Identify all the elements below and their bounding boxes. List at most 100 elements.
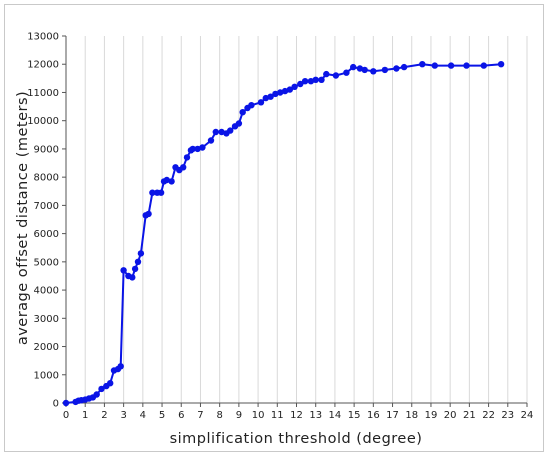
x-tick-label-17: 17	[386, 410, 399, 421]
data-point	[281, 87, 289, 95]
y-tick-label-7000: 7000	[34, 201, 59, 212]
data-point	[218, 128, 225, 136]
data-point	[168, 178, 175, 185]
data-point	[180, 164, 187, 171]
chart-frame	[4, 4, 544, 452]
data-point	[107, 380, 114, 387]
vertical-gridlines	[84, 36, 528, 403]
x-tick-label-1: 1	[82, 410, 88, 421]
x-tick-label-4: 4	[140, 410, 146, 421]
data-point	[163, 176, 170, 184]
x-tick-labels: 0 1 2 3 4 5 6 7 8 9 10 11 12 13 14 15 16 17 18 19 20 21 22 23 24	[63, 410, 534, 421]
series	[62, 60, 505, 407]
data-point	[199, 144, 206, 151]
data-point	[323, 70, 330, 78]
x-tick-label-7: 7	[197, 410, 203, 421]
x-tick-label-14: 14	[329, 410, 342, 421]
data-point	[157, 189, 165, 196]
x-axis-title: simplification threshold (degree)	[170, 431, 423, 447]
data-point	[277, 89, 284, 96]
data-point	[194, 145, 201, 153]
data-point	[307, 78, 315, 85]
data-point	[93, 391, 100, 398]
x-tick-label-12: 12	[290, 410, 303, 421]
data-point	[145, 210, 152, 218]
data-point	[497, 60, 505, 68]
y-tick-label-11000: 11000	[27, 88, 59, 99]
data-point	[463, 62, 470, 69]
y-tick-label-13000: 13000	[27, 32, 59, 43]
data-point	[272, 90, 279, 98]
x-tick-label-16: 16	[367, 410, 380, 421]
x-tick-label-9: 9	[236, 410, 242, 421]
x-tick-label-22: 22	[482, 410, 495, 421]
data-point	[480, 62, 487, 69]
data-point	[262, 94, 269, 102]
data-point	[291, 83, 298, 91]
x-tick-label-0: 0	[63, 410, 69, 421]
x-tick-label-5: 5	[159, 410, 165, 421]
x-tick-label-20: 20	[444, 410, 457, 421]
data-point	[393, 65, 400, 72]
data-point	[356, 65, 364, 72]
data-point	[332, 72, 340, 79]
axes	[62, 35, 528, 407]
data-point	[212, 128, 219, 136]
data-point	[239, 109, 246, 116]
data-point	[207, 137, 215, 144]
x-tick-label-10: 10	[252, 410, 265, 421]
data-point	[129, 274, 136, 281]
data-point	[257, 99, 265, 106]
y-tick-label-0: 0	[53, 399, 59, 410]
data-point	[235, 120, 243, 127]
data-point	[227, 127, 234, 134]
y-tick-labels: 0 1000 2000 3000 4000 5000 6000 7000 8000 9000 100…	[27, 32, 59, 410]
y-tick-label-8000: 8000	[34, 173, 59, 184]
data-point	[98, 385, 105, 393]
x-tick-label-23: 23	[501, 410, 514, 421]
data-point	[183, 154, 191, 161]
data-point	[381, 66, 389, 74]
x-tick-label-11: 11	[271, 410, 284, 421]
data-point	[301, 78, 309, 85]
data-point	[431, 62, 438, 69]
y-tick-label-6000: 6000	[34, 229, 59, 240]
data-point	[370, 68, 377, 75]
y-tick-label-5000: 5000	[34, 257, 59, 268]
data-point	[120, 267, 127, 274]
data-point	[137, 250, 145, 257]
data-point	[361, 66, 368, 74]
x-tick-label-19: 19	[425, 410, 438, 421]
data-point	[267, 93, 274, 100]
y-tick-label-1000: 1000	[34, 370, 59, 381]
x-tick-label-2: 2	[101, 410, 107, 421]
data-point	[447, 62, 455, 69]
x-tick-label-21: 21	[463, 410, 476, 421]
x-tick-label-13: 13	[309, 410, 322, 421]
y-axis-title: average offset distance (meters)	[15, 91, 31, 345]
x-tick-label-15: 15	[348, 410, 361, 421]
x-tick-label-3: 3	[120, 410, 126, 421]
data-point	[189, 145, 196, 153]
y-tick-label-10000: 10000	[27, 116, 59, 127]
x-tick-label-6: 6	[178, 410, 184, 421]
y-tick-label-4000: 4000	[34, 286, 59, 297]
y-tick-label-2000: 2000	[34, 342, 59, 353]
y-tick-label-12000: 12000	[27, 60, 59, 71]
data-point	[134, 258, 142, 265]
data-point	[131, 265, 139, 273]
x-tick-label-18: 18	[405, 410, 418, 421]
y-tick-label-9000: 9000	[34, 144, 59, 155]
data-point	[312, 76, 319, 84]
data-point	[350, 63, 357, 71]
data-point	[343, 69, 350, 76]
data-point	[297, 80, 304, 88]
x-tick-label-24: 24	[521, 410, 534, 421]
data-point	[318, 76, 325, 84]
data-point	[117, 363, 124, 370]
x-tick-label-8: 8	[216, 410, 222, 421]
data-point	[419, 60, 426, 68]
y-tick-label-3000: 3000	[34, 314, 59, 325]
series-line-0	[65, 63, 502, 404]
